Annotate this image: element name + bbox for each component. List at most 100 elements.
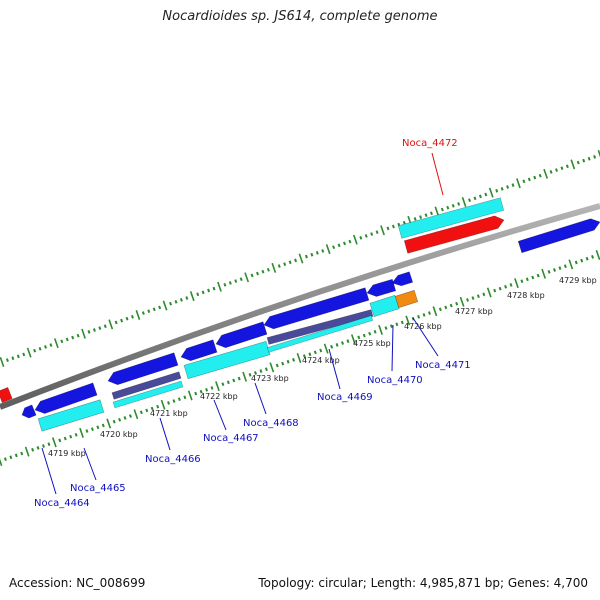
tick-mark xyxy=(275,363,279,368)
tick-mark xyxy=(120,318,124,323)
tick-mark xyxy=(74,432,78,437)
tick-mark xyxy=(221,382,225,387)
tick-mark xyxy=(215,381,220,392)
tick-mark xyxy=(0,458,3,466)
tick-mark xyxy=(430,211,433,216)
tick-mark xyxy=(459,296,465,307)
tick-mark xyxy=(558,266,562,270)
tick-mark xyxy=(69,434,73,439)
tick-mark xyxy=(103,324,107,329)
tick-mark xyxy=(457,202,461,206)
gene-label: Noca_4472 xyxy=(402,138,458,149)
tick-mark xyxy=(576,160,580,165)
tick-mark xyxy=(330,344,334,349)
tick-mark xyxy=(323,343,329,354)
tick-mark xyxy=(26,347,32,358)
tick-mark xyxy=(482,292,486,297)
tick-mark xyxy=(444,305,448,310)
tick-mark xyxy=(292,358,296,362)
tick-mark xyxy=(446,205,450,210)
tick-mark xyxy=(337,243,341,248)
tick-mark xyxy=(108,319,114,330)
tick-mark xyxy=(205,387,209,392)
tick-mark xyxy=(244,272,250,283)
tick-mark xyxy=(96,425,100,430)
tick-mark xyxy=(308,352,312,357)
tick-mark xyxy=(498,286,502,291)
tick-mark xyxy=(384,326,388,330)
tick-mark xyxy=(187,390,193,401)
tick-mark xyxy=(179,298,183,302)
gene-feature-4471 xyxy=(391,271,414,287)
tick-mark xyxy=(76,333,80,338)
gene-feature-4469 xyxy=(266,309,374,345)
gene-feature-4464 xyxy=(34,382,98,414)
tick-mark xyxy=(261,269,265,274)
tick-mark xyxy=(378,324,383,335)
tick-mark xyxy=(504,284,508,289)
scale-label: 4727 kbp xyxy=(455,307,493,316)
tick-mark xyxy=(33,348,37,353)
tick-mark xyxy=(259,369,263,373)
tick-mark xyxy=(591,255,595,259)
tick-mark xyxy=(455,301,459,306)
gene-feature-4466 xyxy=(107,352,179,386)
tick-mark xyxy=(335,343,339,347)
tick-mark xyxy=(286,359,290,364)
tick-mark xyxy=(313,350,317,355)
tick-mark xyxy=(493,288,497,293)
tick-mark xyxy=(162,300,168,311)
scale-label: 4724 kbp xyxy=(302,356,340,365)
tick-mark xyxy=(125,316,129,321)
tick-mark xyxy=(362,333,366,338)
gene-feature-4467 xyxy=(180,339,218,362)
tick-mark xyxy=(389,324,393,329)
tick-mark xyxy=(478,194,482,199)
tick-mark xyxy=(87,330,91,334)
tick-mark xyxy=(461,197,467,208)
gene-feature-4465 xyxy=(37,399,105,432)
tick-mark xyxy=(520,279,524,284)
gene-feature xyxy=(21,404,37,419)
gene-feature-4466 xyxy=(111,371,182,400)
gene-label-leader xyxy=(431,152,444,196)
tick-mark xyxy=(145,408,149,413)
tick-mark xyxy=(357,335,361,340)
tick-mark xyxy=(271,262,277,273)
tick-mark xyxy=(543,168,549,179)
tick-mark xyxy=(536,273,540,278)
tick-mark xyxy=(587,156,591,161)
tick-mark xyxy=(440,207,444,212)
tick-mark xyxy=(522,179,526,184)
tick-mark xyxy=(352,234,358,245)
gene-label-leader xyxy=(83,447,97,481)
tick-mark xyxy=(139,410,143,415)
tick-mark xyxy=(47,442,51,446)
tick-mark xyxy=(428,311,431,315)
tick-mark xyxy=(11,356,15,361)
tick-mark xyxy=(177,397,181,402)
gene-features xyxy=(0,197,600,432)
tick-mark xyxy=(248,373,252,377)
tick-mark xyxy=(44,345,47,349)
tick-mark xyxy=(71,335,75,340)
tick-mark xyxy=(0,357,5,367)
tick-mark xyxy=(451,203,455,208)
tick-mark xyxy=(53,338,59,349)
tick-mark xyxy=(264,367,268,372)
tick-mark xyxy=(169,301,172,306)
tick-mark xyxy=(553,268,556,272)
tick-mark xyxy=(582,158,586,163)
tick-mark xyxy=(133,409,139,420)
tick-mark xyxy=(51,437,57,448)
gene-label: Noca_4469 xyxy=(317,392,373,403)
tick-mark xyxy=(36,446,40,450)
scale-label: 4725 kbp xyxy=(353,339,391,348)
gene-label: Noca_4466 xyxy=(145,454,201,465)
gene-label: Noca_4467 xyxy=(203,433,259,444)
tick-mark xyxy=(391,224,395,229)
tick-mark xyxy=(223,283,227,287)
tick-mark xyxy=(129,414,132,418)
tick-mark xyxy=(593,155,597,159)
